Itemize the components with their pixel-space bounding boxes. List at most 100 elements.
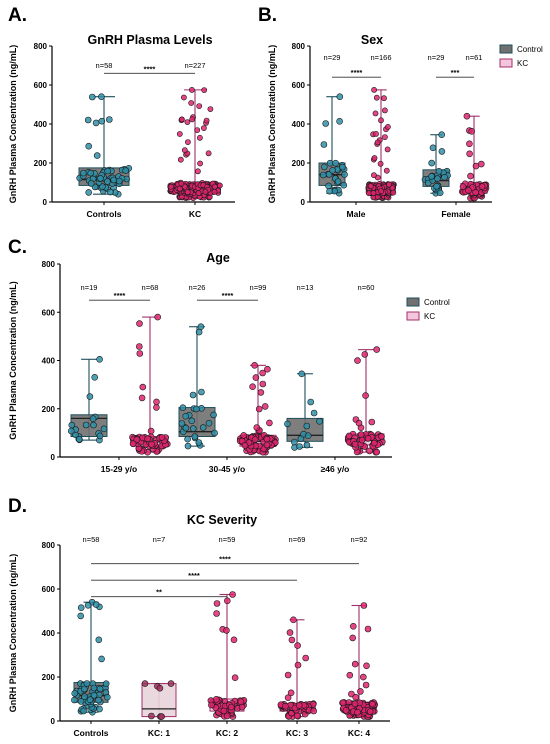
data-point xyxy=(436,189,444,197)
data-point xyxy=(466,140,473,148)
n-label: n=58 xyxy=(96,61,113,70)
data-point xyxy=(122,167,129,174)
significance-label: **** xyxy=(351,68,363,77)
data-point xyxy=(115,177,123,185)
y-tick-label: 400 xyxy=(42,629,56,638)
x-tick-label: KC: 4 xyxy=(348,728,370,738)
data-point xyxy=(364,625,372,633)
data-point xyxy=(326,159,334,167)
data-point xyxy=(196,134,203,141)
data-point xyxy=(182,424,190,432)
data-point xyxy=(197,160,203,167)
data-point xyxy=(349,622,357,630)
data-point xyxy=(188,417,196,425)
data-point xyxy=(154,313,161,321)
data-point xyxy=(293,712,301,720)
y-tick-label: 800 xyxy=(42,541,56,550)
data-point xyxy=(85,189,92,196)
n-label: n=166 xyxy=(370,53,391,62)
data-point xyxy=(148,712,155,720)
box-group-kc xyxy=(277,616,318,720)
box-group-kc1 xyxy=(141,680,177,720)
panel-1: A. GnRH Plasma Levels GnRH Plasma Concentr… xyxy=(8,5,235,219)
data-point xyxy=(316,417,323,425)
data-point xyxy=(257,389,265,396)
data-point xyxy=(213,695,220,703)
data-point xyxy=(294,642,301,649)
box-group-control xyxy=(421,131,451,197)
data-point xyxy=(156,684,164,692)
x-tick-label: KC xyxy=(189,209,201,219)
data-point xyxy=(182,412,189,420)
data-point xyxy=(230,636,238,644)
data-point xyxy=(326,187,333,195)
data-point xyxy=(362,681,370,689)
data-point xyxy=(77,612,84,620)
data-point xyxy=(195,190,202,197)
data-point xyxy=(290,616,297,624)
data-point xyxy=(176,131,183,137)
data-point xyxy=(194,168,201,175)
data-point xyxy=(77,604,85,612)
data-point xyxy=(82,421,90,429)
data-point xyxy=(428,173,435,180)
y-tick-label: 800 xyxy=(292,42,306,51)
n-label: n=29 xyxy=(324,53,341,62)
data-point xyxy=(193,405,200,413)
data-point xyxy=(252,374,260,381)
data-point xyxy=(90,691,98,699)
data-point xyxy=(180,94,187,101)
data-point xyxy=(129,440,137,448)
data-point xyxy=(89,93,96,101)
significance-label: **** xyxy=(114,291,126,300)
n-label: n=61 xyxy=(466,53,483,62)
chart-title: Sex xyxy=(361,33,383,47)
data-point xyxy=(319,171,327,179)
data-point xyxy=(95,696,102,704)
data-point xyxy=(184,435,191,443)
box-group-control xyxy=(76,93,133,198)
box-group-control xyxy=(68,355,108,444)
data-point xyxy=(191,433,199,440)
data-point xyxy=(210,411,217,419)
data-point xyxy=(361,351,369,358)
data-point xyxy=(97,175,104,182)
data-point xyxy=(107,188,114,196)
data-point xyxy=(263,435,271,443)
data-point xyxy=(288,636,296,644)
data-point xyxy=(255,405,263,413)
panel-letter: D. xyxy=(8,496,27,517)
y-axis-label: GnRH Plasma Concentration (ng/mL) xyxy=(8,554,18,713)
y-tick-label: 400 xyxy=(34,120,48,129)
data-point xyxy=(87,180,95,187)
data-point xyxy=(249,383,256,391)
data-point xyxy=(240,432,247,439)
data-point xyxy=(178,420,186,427)
data-point xyxy=(320,141,328,148)
legend: Control KC xyxy=(406,297,450,321)
box-group-kc xyxy=(458,112,490,202)
data-point xyxy=(336,93,344,100)
data-point xyxy=(99,183,106,190)
data-point xyxy=(199,424,207,431)
data-point xyxy=(468,128,476,135)
data-point xyxy=(466,150,473,158)
y-tick-label: 200 xyxy=(34,159,48,168)
data-point xyxy=(302,654,310,662)
data-point xyxy=(325,182,332,190)
data-point xyxy=(346,671,354,679)
data-point xyxy=(381,107,388,114)
data-point xyxy=(438,131,446,138)
data-point xyxy=(220,707,228,715)
data-point xyxy=(298,370,306,378)
data-point xyxy=(188,87,195,93)
data-point xyxy=(84,116,92,124)
data-point xyxy=(374,139,381,146)
data-point xyxy=(261,403,269,410)
data-point xyxy=(295,701,303,709)
data-point xyxy=(372,110,379,117)
data-point xyxy=(85,142,92,150)
data-point xyxy=(68,427,75,435)
data-point xyxy=(371,87,377,93)
